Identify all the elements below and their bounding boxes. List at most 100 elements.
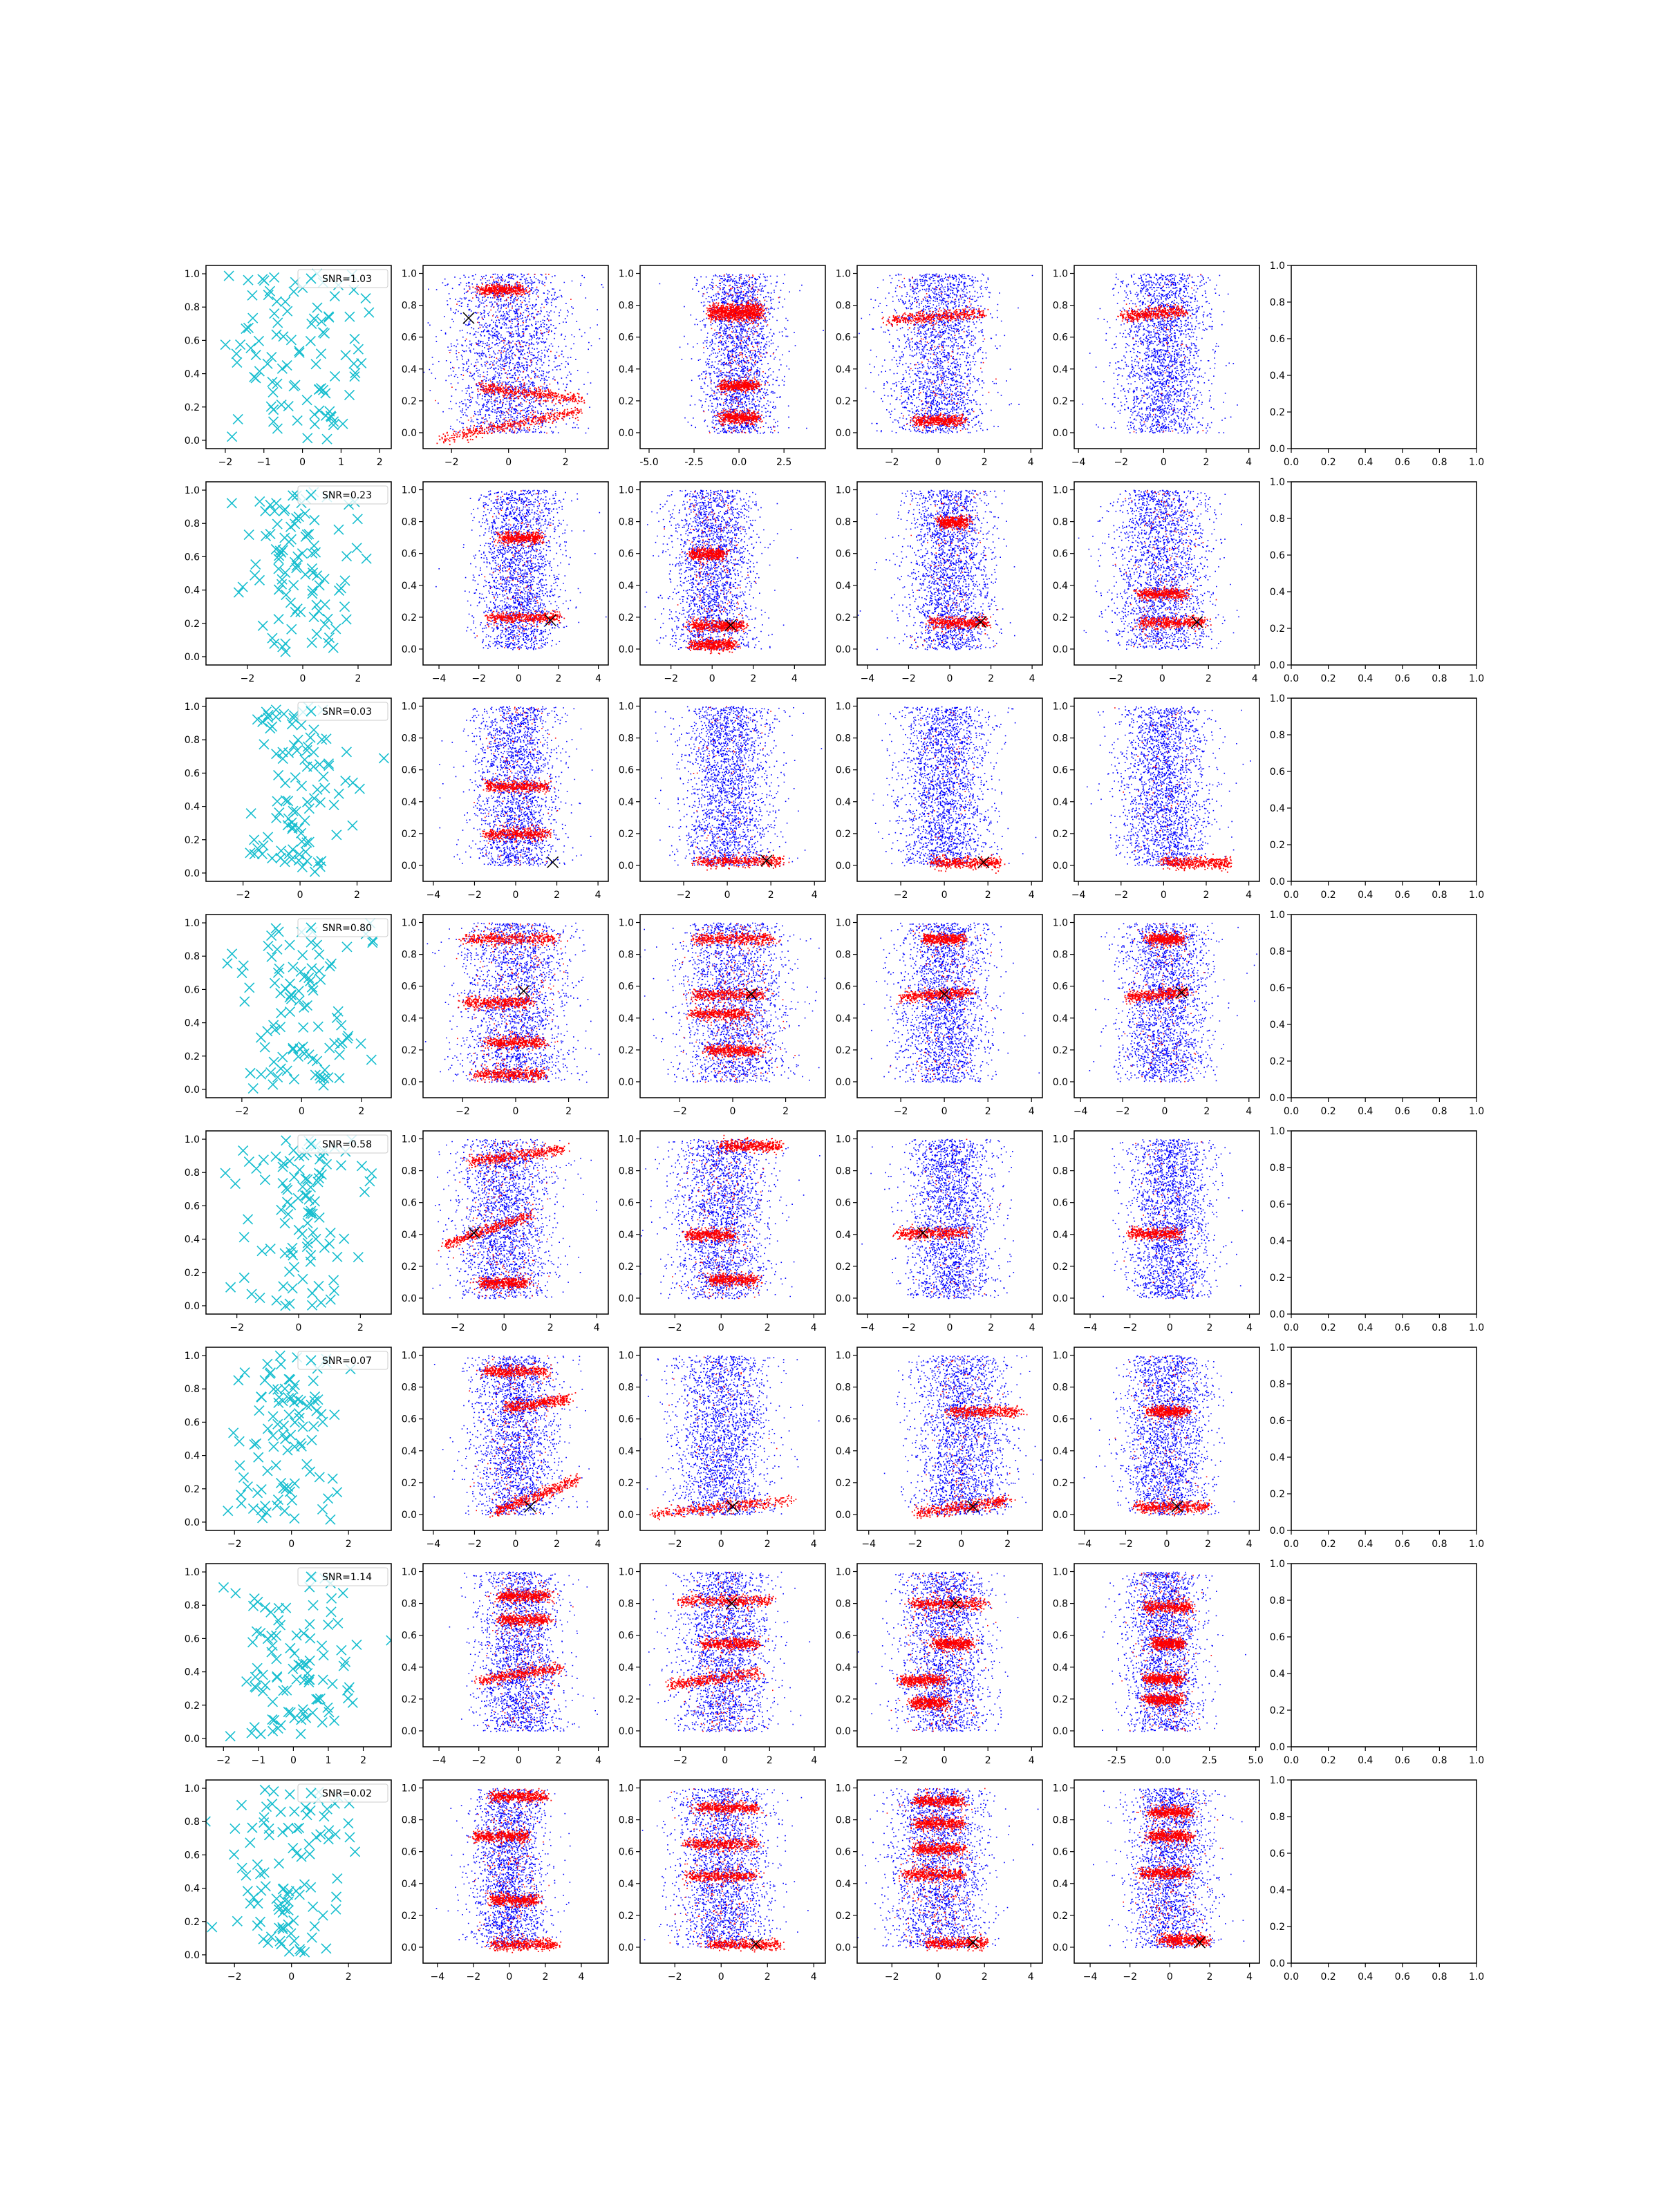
scatter-marker: [317, 734, 328, 745]
scatter-marker: [288, 1663, 299, 1674]
scatter-marker: [288, 805, 299, 816]
scatter-marker: [270, 1151, 281, 1162]
y-tick-label: 0.2: [1270, 407, 1285, 418]
x-tick-label: 0.4: [1358, 1539, 1373, 1550]
axes-frame: [856, 1779, 1043, 1964]
y-tick-label: 0.0: [836, 1510, 851, 1521]
red-cluster: [881, 275, 997, 432]
y-tick-label: 0.4: [185, 369, 200, 380]
scatter-marker: [339, 575, 350, 586]
scatter-marker: [257, 620, 268, 631]
scatter-marker: [308, 1376, 319, 1387]
y-tick-label: 1.0: [1053, 1351, 1068, 1362]
density-panel: -5.0 -2.5 0.0 2.5 0.0 0.2 0.4 0.6 0.8 1.0: [619, 265, 826, 468]
y-tick-label: 1.0: [1270, 1342, 1285, 1353]
scatter-marker: [303, 1676, 315, 1688]
x-tick-label: −4: [861, 1322, 875, 1333]
scatter-marker: [299, 1002, 310, 1013]
scatter-marker: [297, 1704, 308, 1715]
y-tick-label: 0.4: [619, 1662, 634, 1674]
y-tick-label: 1.0: [836, 269, 851, 280]
y-tick-label: 1.0: [402, 269, 417, 280]
scatter-marker: [321, 1159, 332, 1170]
x-tick-label: −4: [427, 890, 441, 901]
scatter-marker: [314, 405, 325, 416]
scatter-panel: −2 0 2 0.0 0.2 0.4 0.6 0.8 1.0 SNR=0.07: [185, 1347, 392, 1550]
scatter-marker: [279, 1218, 290, 1229]
scatter-marker: [256, 1246, 268, 1257]
scatter-marker: [364, 307, 375, 318]
y-tick-label: 0.0: [1053, 1293, 1068, 1304]
y-tick-label: 0.2: [1270, 1489, 1285, 1500]
scatter-marker: [333, 788, 344, 799]
center-marker: [462, 312, 475, 324]
density-panel: −2 0 2 0.0 0.2 0.4 0.6 0.8 1.0: [402, 265, 609, 468]
scatter-marker: [315, 383, 327, 394]
y-tick-label: 0.2: [1053, 829, 1068, 840]
y-tick-label: 0.0: [1270, 1309, 1285, 1320]
scatter-marker: [304, 1619, 315, 1630]
scatter-marker: [272, 1500, 283, 1511]
scatter-marker: [280, 983, 291, 995]
y-tick-label: 1.0: [619, 702, 634, 713]
x-tick-label: 4: [595, 890, 601, 901]
x-tick-label: −4: [427, 1539, 441, 1550]
x-tick-label: 0.0: [1284, 673, 1299, 684]
scatter-marker: [341, 551, 353, 562]
y-tick-label: 0.2: [402, 1694, 417, 1705]
y-tick-label: 0.2: [619, 1262, 634, 1273]
blue-point-cloud: [435, 489, 607, 650]
scatter-marker: [269, 505, 280, 516]
scatter-marker: [236, 1498, 247, 1509]
scatter-marker: [317, 1503, 328, 1515]
scatter-marker: [325, 1294, 336, 1305]
x-tick-label: −4: [1083, 1971, 1098, 1983]
blue-point-cloud: [863, 922, 1040, 1083]
y-tick-label: 0.6: [402, 1847, 417, 1858]
x-tick-label: 4: [1028, 457, 1034, 468]
axes-frame: [422, 1130, 609, 1315]
y-tick-label: 0.2: [402, 396, 417, 407]
scatter-marker: [285, 1642, 296, 1653]
scatter-marker: [309, 1921, 320, 1932]
x-tick-label: −2: [901, 673, 916, 684]
scatter-marker: [326, 1606, 337, 1618]
scatter-marker: [308, 985, 319, 996]
y-tick-label: 0.8: [836, 733, 851, 744]
scatter-marker: [315, 1829, 326, 1840]
scatter-marker: [341, 1685, 353, 1696]
density-panel: −4 −2 0 2 4 0.0 0.2 0.4 0.6 0.8 1.0: [1053, 265, 1260, 468]
scatter-marker: [272, 518, 283, 529]
scatter-marker: [329, 371, 341, 382]
scatter-marker: [291, 1848, 302, 1859]
x-tick-label: −2: [677, 890, 691, 901]
x-tick-label: 4: [1246, 1322, 1253, 1333]
x-tick-label: 1: [326, 1755, 332, 1766]
center-marker: [749, 1938, 762, 1950]
scatter-marker: [344, 1682, 355, 1693]
scatter-panel: −2 0 2 0.0 0.2 0.4 0.6 0.8 1.0 SNR=0.58: [185, 1130, 392, 1333]
scatter-marker: [292, 734, 303, 745]
y-tick-label: 0.4: [402, 1230, 417, 1241]
scatter-marker: [262, 1423, 274, 1434]
y-tick-label: 0.4: [185, 1667, 200, 1678]
y-tick-label: 0.6: [619, 1198, 634, 1209]
scatter-marker: [273, 1602, 284, 1613]
y-tick-label: 0.6: [402, 1414, 417, 1425]
x-tick-label: 1.0: [1469, 1539, 1484, 1550]
scatter-marker: [271, 296, 283, 307]
scatter-marker: [319, 1073, 330, 1084]
scatter-marker: [271, 498, 282, 509]
y-tick-label: 1.0: [836, 1351, 851, 1362]
scatter-marker: [294, 1164, 305, 1175]
y-tick-label: 0.8: [1270, 1379, 1285, 1390]
scatter-marker: [233, 1375, 244, 1386]
blue-point-cloud: [644, 489, 798, 650]
scatter-marker: [243, 1156, 254, 1168]
y-tick-label: 0.2: [1270, 1273, 1285, 1284]
y-tick-label: 0.0: [619, 644, 634, 655]
y-tick-label: 0.0: [1270, 1742, 1285, 1753]
y-tick-label: 1.0: [619, 1567, 634, 1578]
scatter-marker: [318, 771, 329, 782]
x-tick-label: 0: [709, 673, 715, 684]
